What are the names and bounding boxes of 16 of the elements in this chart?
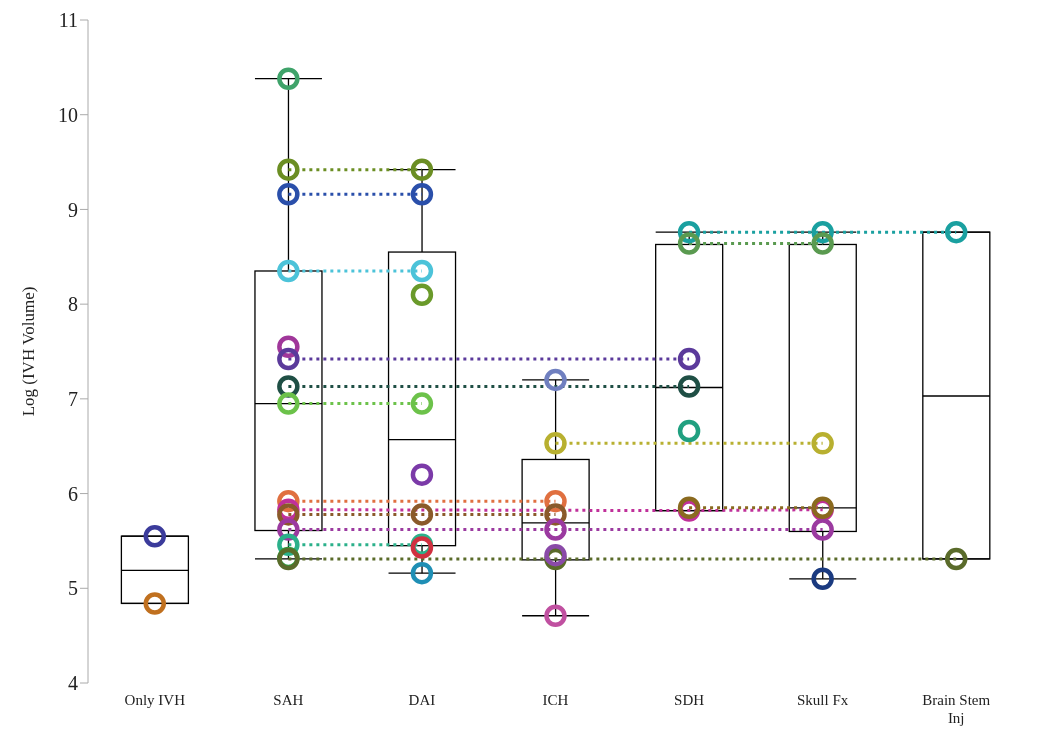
- x-tick-label: SDH: [674, 692, 705, 708]
- y-tick-label: 7: [68, 387, 78, 410]
- x-tick-label: DAI: [408, 692, 436, 708]
- y-tick-label: 5: [68, 577, 78, 600]
- x-tick-label: ICH: [542, 692, 569, 708]
- y-tick-label: 6: [68, 482, 78, 505]
- y-tick-label: 11: [58, 9, 78, 32]
- x-tick-label: Only IVH: [124, 692, 186, 708]
- y-tick-label: 8: [68, 293, 78, 316]
- y-tick-label: 10: [58, 103, 78, 126]
- y-tick-label: 4: [68, 672, 78, 695]
- x-tick-label: Skull Fx: [797, 692, 849, 708]
- y-tick-label: 9: [68, 198, 78, 221]
- x-tick-label: Brain Stem Inj: [922, 692, 991, 726]
- x-tick-label: SAH: [273, 692, 304, 708]
- y-axis-title: Log (IVH Volume): [19, 286, 39, 417]
